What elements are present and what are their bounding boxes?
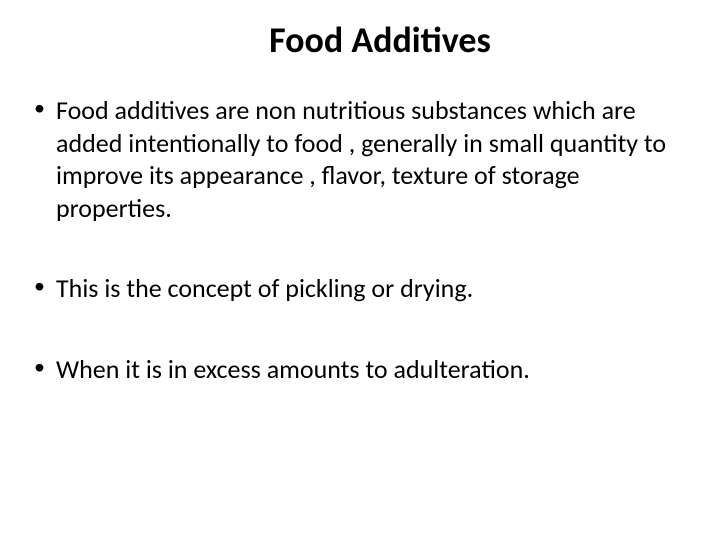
bullet-item: Food additives are non nutritious substa… xyxy=(28,94,696,224)
bullet-list: Food additives are non nutritious substa… xyxy=(24,94,696,385)
bullet-item: When it is in excess amounts to adultera… xyxy=(28,353,696,386)
slide-title: Food Additives xyxy=(24,18,696,62)
slide-container: Food Additives Food additives are non nu… xyxy=(0,0,720,540)
bullet-item: This is the concept of pickling or dryin… xyxy=(28,272,696,305)
